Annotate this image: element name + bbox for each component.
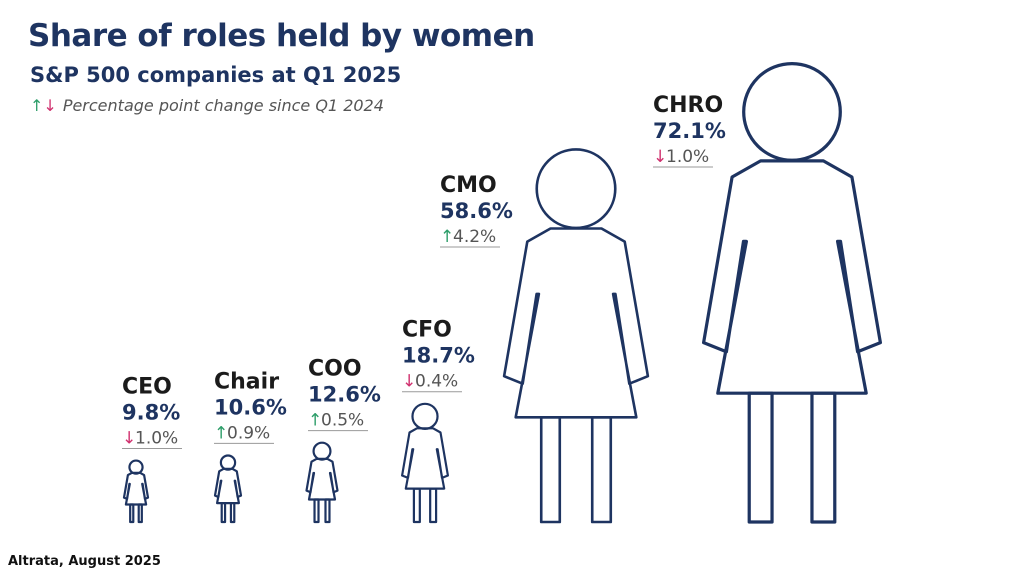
figure-dress	[401, 427, 449, 490]
change-label: 0.9%	[227, 423, 270, 443]
figure-leg-left	[313, 498, 320, 524]
figure-head	[742, 62, 842, 162]
figure-leg-right	[229, 501, 236, 524]
figure-dress	[701, 159, 883, 395]
figure-leg-right	[324, 498, 331, 524]
value-label: 72.1%	[653, 119, 726, 143]
figure-leg-left	[747, 391, 774, 524]
figure-leg-left	[539, 416, 562, 524]
figure-head	[128, 459, 144, 475]
source-note: Altrata, August 2025	[8, 554, 161, 569]
down-arrow-icon: ↓	[653, 147, 667, 167]
change-label: 1.0%	[135, 428, 178, 448]
figure-leg-left	[129, 503, 135, 524]
figure-leg-left	[412, 487, 421, 524]
change-label: 4.2%	[453, 227, 496, 247]
figure-leg-right	[590, 416, 613, 524]
figure-dress	[502, 227, 650, 419]
change-label: 0.5%	[321, 411, 364, 431]
figure-dress	[213, 467, 243, 505]
up-arrow-icon: ↑	[214, 423, 228, 443]
role-label: CHRO	[653, 93, 723, 118]
down-arrow-icon: ↓	[122, 428, 136, 448]
figure-head	[312, 441, 332, 461]
figure-chro	[701, 62, 883, 524]
up-arrow-icon: ↑	[30, 96, 44, 115]
value-label: 9.8%	[122, 400, 180, 424]
figure-cmo	[502, 148, 650, 524]
figure-head	[219, 454, 237, 471]
value-label: 10.6%	[214, 395, 287, 419]
change-legend: ↑↓ Percentage point change since Q1 2024	[30, 96, 384, 115]
up-arrow-icon: ↑	[440, 227, 454, 247]
figure-leg-left	[220, 501, 227, 524]
figure-leg-right	[429, 487, 438, 524]
change-label: 1.0%	[666, 147, 709, 167]
figure-leg-right	[137, 503, 143, 524]
figure-dress	[122, 471, 150, 506]
value-label: 18.7%	[402, 344, 475, 368]
figure-coo	[305, 441, 339, 524]
figure-leg-right	[810, 391, 837, 524]
role-label: COO	[308, 357, 362, 382]
figure-ceo	[122, 459, 150, 524]
figure-cfo	[401, 402, 449, 524]
value-label: 58.6%	[440, 199, 513, 223]
change-label: 0.4%	[415, 372, 458, 392]
role-label: CFO	[402, 318, 452, 343]
legend-text: Percentage point change since Q1 2024	[62, 96, 384, 115]
role-label: CMO	[440, 173, 497, 198]
figure-head	[411, 402, 439, 430]
figure-head	[535, 148, 617, 230]
figure-chair	[213, 454, 243, 524]
down-arrow-icon: ↓	[402, 372, 416, 392]
down-arrow-icon: ↓	[43, 96, 57, 115]
up-arrow-icon: ↑	[308, 411, 322, 431]
value-label: 12.6%	[308, 383, 381, 407]
role-label: Chair	[214, 369, 279, 394]
figure-dress	[305, 457, 339, 501]
role-label: CEO	[122, 374, 172, 399]
chart-subtitle: S&P 500 companies at Q1 2025	[30, 63, 402, 87]
chart-title: Share of roles held by women	[28, 18, 535, 54]
